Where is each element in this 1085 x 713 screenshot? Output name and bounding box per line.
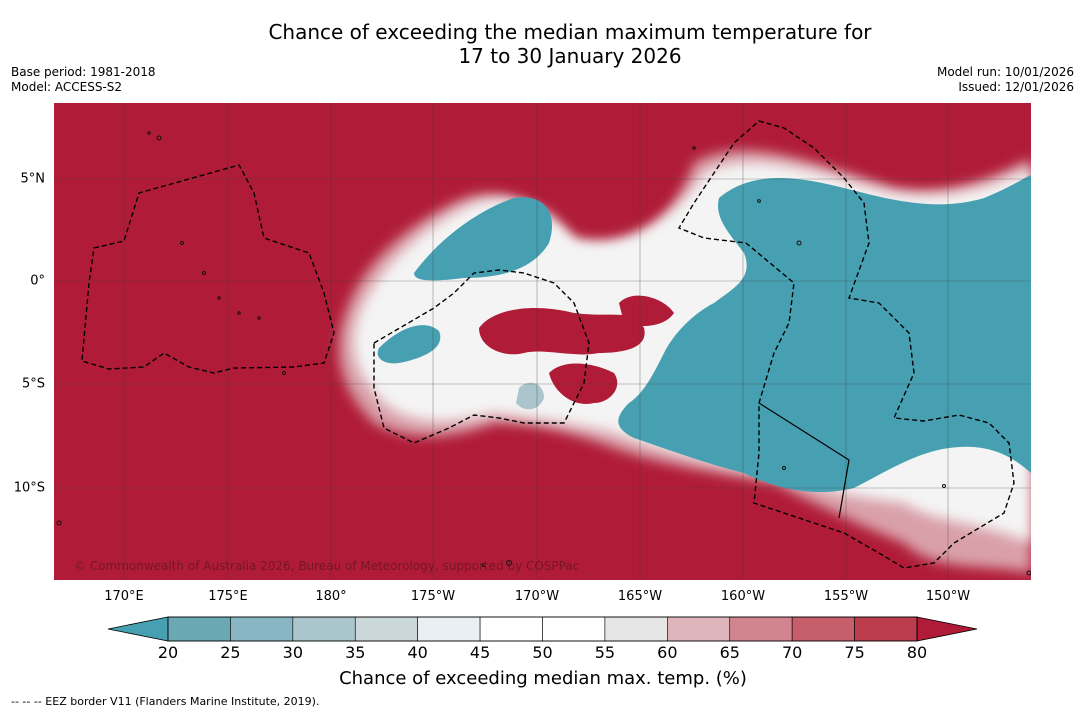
model-name: Model: ACCESS-S2 [11, 80, 123, 94]
colorbar-cell [791, 616, 855, 642]
lat-label-0: 0° [30, 273, 45, 289]
colorbar-cell [354, 616, 418, 642]
colorbar-under-arrow [108, 616, 169, 642]
colorbar-tick-label: 30 [282, 643, 304, 662]
colorbar-tick-label: 35 [345, 643, 366, 662]
issued-date: Issued: 12/01/2026 [958, 80, 1074, 94]
colorbar-frame [167, 616, 918, 642]
colorbar-tick-label: 50 [532, 643, 553, 662]
colorbar-tick-label: 75 [844, 643, 865, 662]
colorbar-cell [667, 616, 731, 642]
eez-footnote: -- -- -- EEZ border V11 (Flanders Marine… [11, 695, 320, 708]
colorbar-tick-label: 20 [157, 643, 179, 662]
lat-label-10s: 10°S [13, 480, 45, 496]
colorbar-tick-label: 80 [906, 643, 928, 662]
eez-line-solid-2 [838, 459, 850, 519]
lon-label-180: 180° [315, 589, 347, 604]
colorbar-tick-label: 70 [781, 643, 803, 662]
colorbar [108, 616, 978, 642]
colorbar-cell [167, 616, 231, 642]
base-period: Base period: 1981-2018 [11, 65, 156, 79]
colorbar-cell [230, 616, 294, 642]
colorbar-tick-label: 60 [657, 643, 678, 662]
title-line-2: 17 to 30 January 2026 [458, 44, 682, 68]
lon-label-175w: 175°W [410, 589, 456, 604]
colorbar-cell [542, 616, 606, 642]
colorbar-label: Chance of exceeding median max. temp. (%… [339, 668, 747, 689]
title-line-1: Chance of exceeding the median maximum t… [268, 20, 872, 44]
lon-label-175e: 175°E [208, 589, 248, 604]
lat-label-5n: 5°N [20, 171, 46, 187]
islands [56, 131, 1031, 576]
eez-line-solid [758, 402, 850, 461]
map-title: Chance of exceeding the median maximum t… [0, 20, 1085, 68]
colorbar-tick-label: 40 [407, 643, 428, 662]
colorbar-tick-label: 45 [469, 643, 491, 662]
colorbar-cell [854, 616, 918, 642]
model-run-date: Model run: 10/01/2026 [936, 65, 1074, 79]
lon-label-170e: 170°E [104, 589, 144, 604]
model-info: Base period: 1981-2018 Model: ACCESS-S2 [11, 65, 156, 95]
colorbar-over-arrow [916, 616, 978, 642]
colorbar-tick-label: 55 [594, 643, 616, 662]
eez-borders [81, 120, 1015, 569]
colorbar-cell [292, 616, 356, 642]
run-info: Model run: 10/01/2026 Issued: 12/01/2026 [937, 65, 1074, 95]
colorbar-cell [417, 616, 481, 642]
colorbar-cell [479, 616, 543, 642]
lat-label-5s: 5°S [21, 376, 45, 392]
copyright-notice: © Commonwealth of Australia 2026, Bureau… [74, 559, 579, 573]
lon-label-150w: 150°W [925, 589, 971, 604]
cool-region [377, 175, 1031, 493]
colorbar-cell [604, 616, 668, 642]
map-plot: © Commonwealth of Australia 2026, Bureau… [54, 103, 1031, 580]
colorbar-cell [729, 616, 793, 642]
colorbar-tick-label: 65 [719, 643, 740, 662]
colorbar-tick-label: 25 [220, 643, 241, 662]
lon-label-155w: 155°W [823, 589, 869, 604]
lon-label-165w: 165°W [617, 589, 663, 604]
lon-label-160w: 160°W [720, 589, 766, 604]
lon-label-170w: 170°W [514, 589, 560, 604]
